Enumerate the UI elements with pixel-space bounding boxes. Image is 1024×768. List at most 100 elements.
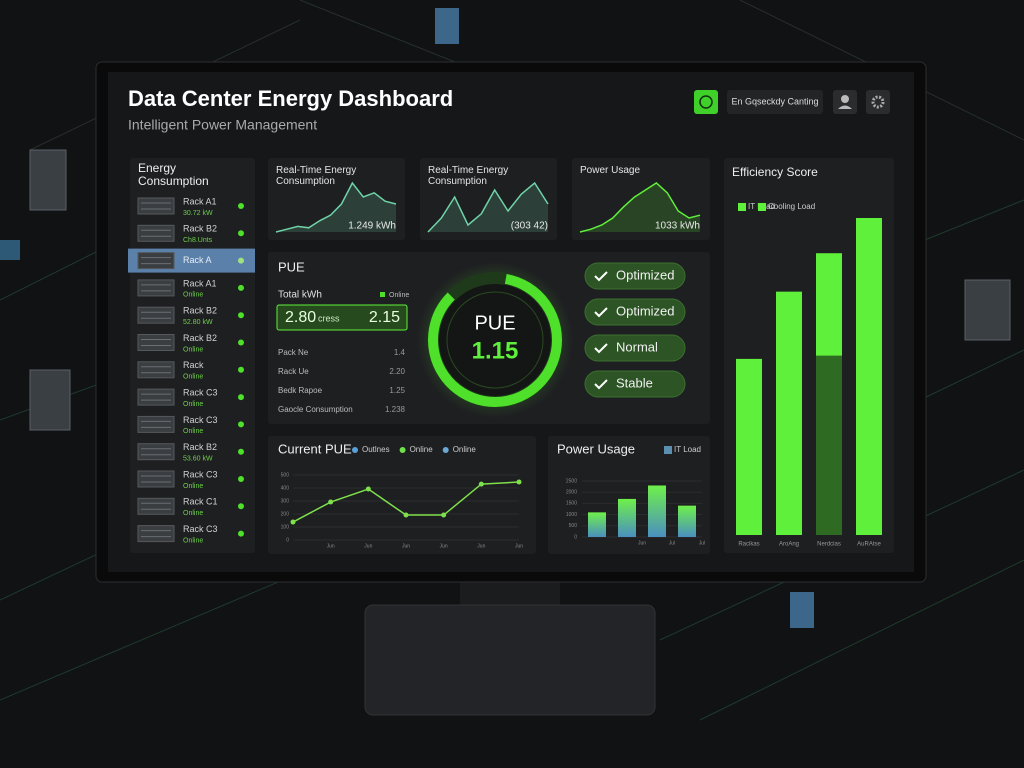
user-icon [841,95,849,103]
rack-status: Ch8.Unts [183,237,213,244]
x-tick-label: Jun [440,543,448,549]
total-box [276,304,408,331]
rack-icon [137,415,175,433]
row-value: 1.4 [394,348,406,357]
status-dot [238,394,244,401]
rack-status: Online [183,483,203,490]
check-icon [594,271,608,282]
status-dot [238,503,244,510]
y-tick-label: 1000 [566,512,577,518]
card-panel [268,158,405,240]
status-dot [238,448,244,455]
line-point [365,486,371,492]
y-tick-label: 0 [286,537,289,543]
status-dot [238,230,244,237]
x-tick-label: Jul [669,540,675,546]
row-value: 2.20 [389,367,405,376]
row-label: Bedk Rapoe [278,386,323,395]
x-tick-label: Jun [402,543,410,549]
online-label: Online [389,292,409,299]
rack-name: Rack A1 [183,278,217,288]
rack-name: Rack C3 [183,387,218,397]
rack-status: Online [183,401,203,408]
total-value: 2.15 [369,309,400,326]
rack-status: 30.72 kW [183,210,213,217]
line-chart-panel [268,436,536,554]
status-pill [584,334,686,362]
settings-button[interactable] [866,90,890,114]
gauge-label: PUE [474,312,515,334]
server-deco [0,8,1011,628]
x-tick-label: Jul [699,540,705,546]
card-value: (303 42) [511,221,548,232]
bar [618,498,636,537]
legend-label: Cooling Load [768,202,815,211]
sparkline [427,181,549,233]
rack-icon [137,497,175,515]
y-tick-label: 200 [281,511,290,517]
status-dot [238,312,244,319]
y-tick-label: 500 [569,523,578,529]
rack-icon [137,361,175,379]
sparkline-area [428,183,548,232]
card-value: 1033 kWh [655,221,700,232]
rack-name: Rack B2 [183,333,217,343]
status-dot [238,284,244,291]
bar-segment [816,253,842,356]
row-label: Gaocle Consumption [278,405,353,414]
legend-label: Online [410,445,434,454]
rack-icon [137,525,175,543]
rack-name: Rack C1 [183,497,218,507]
bar-segment [776,291,802,535]
legend-label: IT Load [674,445,701,454]
dashboard-title: Data Center Energy Dashboard [128,86,453,111]
settings-icon [871,95,885,109]
sparkline [579,182,701,233]
efficiency-panel [724,158,894,553]
chart-title: Current PUE [278,441,352,456]
rack-icon [137,224,175,242]
status-button[interactable] [694,90,718,114]
y-tick-label: 400 [281,485,290,491]
y-tick-label: 300 [281,498,290,504]
y-tick-label: 2500 [566,478,577,484]
rack-name: Rack C3 [183,469,218,479]
gauge-value: 1.15 [472,337,519,364]
legend-label: Online [453,445,477,454]
monitor-base [364,604,656,716]
card-title: Real-Time Energy Consumption [428,165,511,187]
menu-button[interactable] [727,90,823,114]
status-dot [238,339,244,346]
rack-name: Rack C3 [183,524,218,534]
dashboard-subtitle: Intelligent Power Management [128,117,317,133]
bar-segment [736,358,762,535]
x-tick-label: Nerdcias [817,542,841,548]
y-tick-label: 0 [574,534,577,540]
rack-status: 53.60 kW [183,456,213,463]
rack-name: Rack A1 [183,196,217,206]
x-tick-label: Jun [515,543,523,549]
status-dot [238,366,244,373]
rack-name: Rack A [183,255,212,265]
rack-icon [137,388,175,406]
gauge-inner [446,291,544,389]
status-dot [238,257,244,264]
x-tick-label: Jun [638,540,646,546]
bar-segment [816,355,842,535]
sparkline [275,181,397,233]
x-tick-label: AroAng [779,542,799,548]
bar [648,485,666,537]
check-icon [594,307,608,318]
line-point [290,519,296,525]
status-dot [238,421,244,428]
rack-icon [137,197,175,215]
legend-swatch [399,447,406,453]
rack-icon [137,443,175,461]
online-indicator [380,292,385,297]
status-icon [699,95,713,109]
menu-button-label: En Gqseckdy Canting [731,96,818,106]
row-value: 1.25 [389,386,405,395]
rack-name: Rack [183,360,204,370]
content: Data Center Energy Dashboard Intelligent … [128,86,882,549]
rack-name: Rack B2 [183,224,217,234]
